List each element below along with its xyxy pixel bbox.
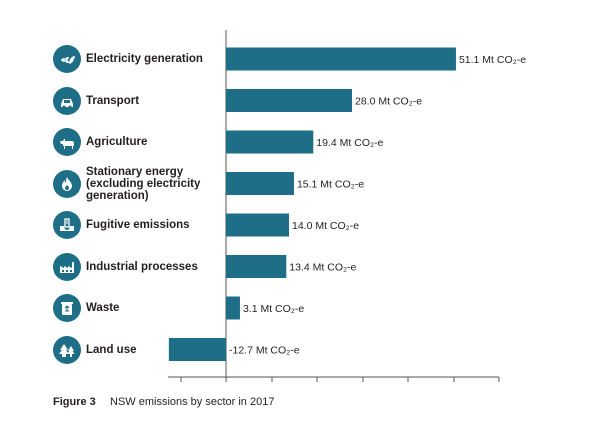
pipe-icon — [53, 211, 81, 239]
category-label-4: Stationary energy (excluding electricity… — [86, 165, 201, 202]
category-label-1: Electricity generation — [86, 53, 203, 65]
factory-icon — [53, 252, 81, 281]
flame-icon — [53, 169, 81, 198]
bar-5 — [226, 213, 289, 237]
trees-icon — [53, 335, 81, 364]
category-label-8: Land use — [86, 343, 137, 356]
data-label-3: 19.4 Mt CO₂-e — [316, 137, 383, 149]
data-label-4: 15.1 Mt CO₂-e — [297, 179, 364, 191]
category-label-2: Transport — [86, 94, 140, 107]
bar-2 — [226, 89, 352, 112]
bar-6 — [226, 255, 287, 278]
category-label-6: Industrial processes — [86, 260, 198, 273]
data-label-8: -12.7 Mt CO₂-e — [229, 345, 300, 357]
recycle-bin-icon — [53, 294, 81, 322]
data-label-2: 28.0 Mt CO₂-e — [355, 96, 422, 108]
bar-4 — [226, 172, 294, 195]
category-label-5: Fugitive emissions — [86, 219, 190, 231]
category-label-3: Agriculture — [86, 136, 148, 148]
figure-caption: NSW emissions by sector in 2017 — [110, 396, 275, 408]
bar-8 — [168, 338, 226, 361]
data-label-1: 51.1 Mt CO₂-e — [459, 54, 526, 66]
data-label-5: 14.0 Mt CO₂-e — [292, 220, 359, 232]
data-label-7: 3.1 Mt CO₂-e — [243, 303, 304, 315]
category-label-7: Waste — [86, 302, 120, 314]
car-icon — [53, 86, 81, 115]
data-label-6: 13.4 Mt CO₂-e — [289, 262, 356, 274]
bar-3 — [226, 130, 314, 154]
figure-label: Figure 3 — [53, 396, 96, 408]
cow-icon — [53, 128, 81, 156]
plug-leaf-icon — [53, 45, 81, 73]
bar-7 — [226, 296, 240, 320]
bar-1 — [226, 47, 456, 71]
